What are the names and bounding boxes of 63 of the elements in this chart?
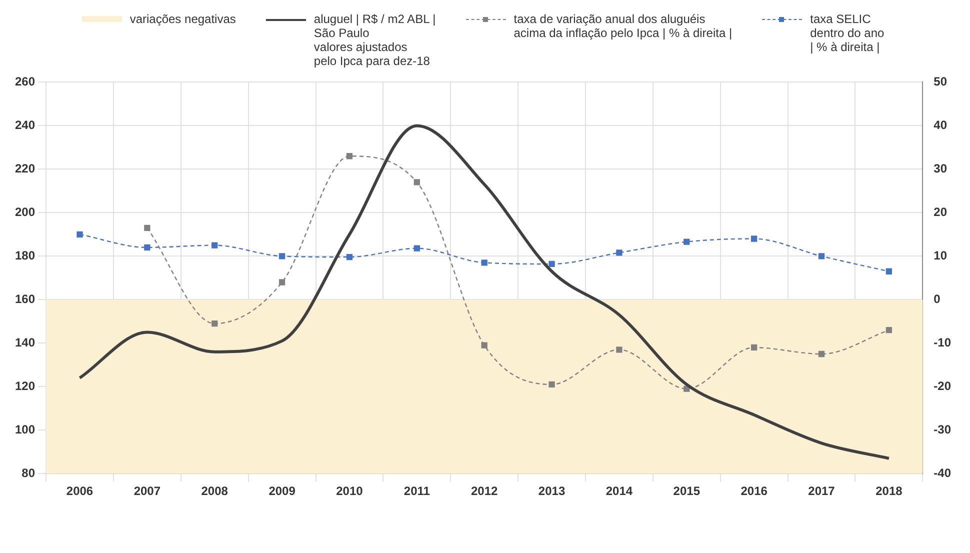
x-tick-label: 2012 [470,484,498,498]
x-tick-label: 2013 [538,484,566,498]
y-tick-label: 180 [14,248,36,262]
point [346,153,353,160]
y2-tick-label: 30 [934,161,948,176]
legend-label: variações negativas [130,12,236,26]
x-tick-label: 2007 [134,484,161,498]
y2-tick-label: 40 [934,118,948,132]
y-tick-label: 100 [14,422,36,436]
point [414,245,420,252]
point [818,350,825,358]
x-tick-label: 2011 [404,484,430,498]
point [548,381,555,388]
point [278,279,286,286]
point [886,268,892,274]
point [212,242,218,248]
y-tick-label: 260 [14,74,36,89]
point [481,260,488,266]
point [818,253,825,260]
y2-tick-label: -30 [934,422,952,436]
point [278,253,286,260]
legend-label: taxa de variação anual dos aluguéis acima da inflação pelo Ipca | % à direita | [514,12,732,40]
y2-tick-label: 10 [934,248,948,262]
x-tick-label: 2018 [876,484,903,498]
y2-tick-label: -20 [934,378,952,393]
x-tick-label: 2014 [606,484,633,498]
x-tick-label: 2006 [66,484,94,498]
legend-label: taxa SELIC dentro do ano | % à direita | [810,12,884,54]
x-tick-label: 2008 [201,484,228,498]
point [616,346,622,353]
point [751,236,758,242]
point [76,231,83,238]
point [684,386,690,392]
y2-tick-label: 50 [934,74,948,89]
x-tick-label: 2009 [268,484,296,498]
point [684,238,690,245]
y-tick-label: 80 [22,466,36,480]
point [751,344,758,351]
y-tick-label: 220 [14,161,36,176]
x-tick-label: 2010 [336,484,364,498]
y-tick-label: 240 [14,118,36,132]
y2-tick-label: 0 [934,292,941,306]
point [548,260,555,268]
legend-label: aluguel | R$ / m2 ABL | São Paulo valores ajustados pelo Ipca para dez-18 [314,12,436,68]
point [144,244,150,251]
y2-tick-label: 20 [934,204,948,219]
y-tick-label: 140 [14,335,36,350]
line-series [78,124,890,460]
point [414,179,420,186]
point [144,224,150,231]
point [212,320,218,327]
x-tick-label: 2016 [740,484,768,498]
point [886,327,892,334]
y-tick-label: 120 [14,378,36,393]
y2-tick-label: -40 [934,466,952,480]
x-tick-label: 2015 [673,484,700,498]
y2-tick-label: -10 [934,335,952,350]
point [616,250,622,256]
point [346,254,353,260]
y-tick-label: 160 [14,292,36,306]
point [481,342,488,348]
y-tick-label: 200 [14,204,36,219]
x-tick-label: 2017 [808,484,836,498]
